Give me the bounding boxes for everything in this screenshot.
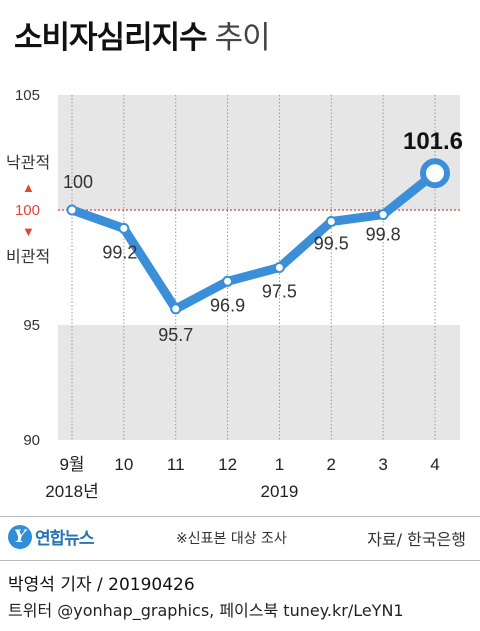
x-tick-7: 4 xyxy=(430,455,439,474)
pessimistic-label: 비관적 xyxy=(6,248,50,266)
year-label-2018: 2018년 xyxy=(45,482,98,501)
data-point-2 xyxy=(170,303,182,315)
yonhap-logo: Y 연합뉴스 xyxy=(8,524,95,549)
data-point-3 xyxy=(222,275,234,287)
value-label-5: 99.5 xyxy=(314,234,349,254)
value-label-1: 99.2 xyxy=(102,242,137,262)
footer-divider-2 xyxy=(0,560,480,561)
down-marker: ▼ xyxy=(22,224,35,239)
logo-mark-icon: Y xyxy=(8,524,32,549)
value-label-2: 95.7 xyxy=(158,325,193,345)
y-tick-95: 95 xyxy=(23,317,40,334)
x-tick-5: 2 xyxy=(327,455,336,474)
value-label-0: 100 xyxy=(63,172,93,192)
data-point-7 xyxy=(420,158,450,189)
y-tick-105: 105 xyxy=(15,87,40,104)
x-tick-0: 9월 xyxy=(59,455,84,474)
x-tick-6: 3 xyxy=(378,455,387,474)
x-tick-3: 12 xyxy=(218,455,237,474)
upper-band xyxy=(58,95,460,210)
footer-divider xyxy=(0,516,480,517)
source-label: 자료/ 한국은행 xyxy=(367,530,466,549)
x-tick-1: 10 xyxy=(114,455,133,474)
social-handles: 트위터 @yonhap_graphics, 페이스북 tuney.kr/LeYN… xyxy=(8,601,404,620)
chart-title: 소비자심리지수 추이 xyxy=(14,12,271,57)
y-tick-100: 100 xyxy=(15,202,40,219)
lower-band xyxy=(58,325,460,440)
data-point-1 xyxy=(118,222,130,234)
data-point-4 xyxy=(273,262,285,273)
x-tick-2: 11 xyxy=(167,455,185,474)
data-point-5 xyxy=(325,216,337,227)
byline: 박영석 기자 / 20190426 xyxy=(8,575,195,595)
series-line xyxy=(67,168,440,314)
year-label-2019: 2019 xyxy=(261,482,299,501)
x-tick-4: 1 xyxy=(275,455,284,474)
value-label-7: 101.6 xyxy=(403,128,463,155)
logo-text: 연합뉴스 xyxy=(35,529,95,549)
y-tick-90: 90 xyxy=(23,432,40,449)
data-point-6 xyxy=(377,209,389,221)
value-label-4: 97.5 xyxy=(262,282,297,302)
data-point-0 xyxy=(66,204,78,216)
optimistic-label: 낙관적 xyxy=(6,154,50,172)
value-label-3: 96.9 xyxy=(210,295,245,315)
up-marker: ▲ xyxy=(22,180,35,195)
title-sub: 추이 xyxy=(214,20,271,56)
value-label-6: 99.8 xyxy=(366,225,401,245)
line-chart: 105 100 95 90 100 99.2 95.7 96.9 97.5 99.5 99.8 10… xyxy=(6,87,463,501)
title-main: 소비자심리지수 xyxy=(14,20,208,56)
survey-note: ※신표본 대상 조사 xyxy=(176,531,287,547)
